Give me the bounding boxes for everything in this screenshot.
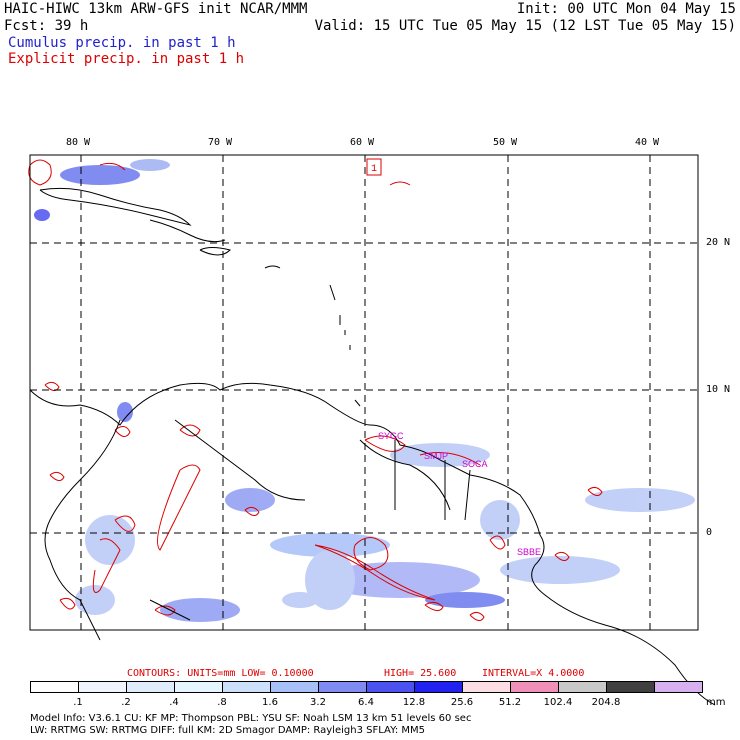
model-title: HAIC-HIWC 13km ARW-GFS init NCAR/MMM: [4, 1, 308, 17]
explicit-precip-contours: [28, 159, 603, 621]
colorbar-swatch: [30, 681, 79, 693]
colorbar-level-label: .1: [73, 697, 83, 708]
contours-interval: INTERVAL=X 4.0000: [482, 668, 585, 679]
contours-high: HIGH= 25.600: [384, 668, 457, 679]
station-label: SYGC: [378, 431, 404, 441]
lat-label: 10 N: [706, 384, 731, 395]
colorbar-swatch: [78, 681, 127, 693]
colorbar-level-label: 51.2: [498, 697, 522, 708]
map-frame: [29, 154, 699, 631]
lon-label: 70 W: [208, 137, 233, 148]
lon-label: 80 W: [66, 137, 91, 148]
colorbar-swatch: [174, 681, 223, 693]
colorbar-level-label: 3.2: [310, 697, 326, 708]
legend-explicit: Explicit precip. in past 1 h: [8, 51, 245, 67]
station-label: SMJP: [424, 451, 448, 461]
colorbar-level-label: 6.4: [358, 697, 374, 708]
coastlines: [29, 187, 716, 706]
lat-label: 20 N: [706, 237, 731, 248]
colorbar-level-label: .4: [169, 697, 179, 708]
colorbar-swatch: [318, 681, 367, 693]
lon-label: 60 W: [350, 137, 375, 148]
colorbar-unit: mm: [706, 697, 726, 708]
colorbar-swatch: [510, 681, 559, 693]
lon-label: 50 W: [493, 137, 518, 148]
lat-lon-grid: [30, 155, 698, 630]
station-label: SOCA: [462, 459, 488, 469]
colorbar-swatch: [414, 681, 463, 693]
colorbar-level-label: 102.4: [543, 697, 573, 708]
colorbar-swatch: [558, 681, 607, 693]
boxed-marker-label: 1: [371, 164, 377, 175]
contours-info: CONTOURS: UNITS=mm LOW= 0.10000: [127, 668, 314, 679]
lat-label: 0: [706, 527, 713, 538]
boxed-marker: [366, 158, 382, 176]
valid-time: Valid: 15 UTC Tue 05 May 15 (12 LST Tue …: [314, 18, 736, 34]
colorbar-swatch: [654, 681, 703, 693]
cumulus-precip-field: [34, 159, 695, 622]
colorbar-level-label: 204.8: [591, 697, 621, 708]
colorbar-swatch: [462, 681, 511, 693]
colorbar-level-label: .8: [217, 697, 227, 708]
forecast-hour: Fcst: 39 h: [4, 18, 89, 34]
colorbar-swatch: [366, 681, 415, 693]
lon-label: 40 W: [635, 137, 660, 148]
colorbar-swatch: [126, 681, 175, 693]
colorbar-level-label: 25.6: [450, 697, 474, 708]
colorbar-level-label: .2: [121, 697, 131, 708]
colorbar-swatch: [606, 681, 655, 693]
station-label: SBBE: [517, 547, 541, 557]
model-info-line2: LW: RRTMG SW: RRTMG DIFF: full KM: 2D Sm…: [30, 725, 426, 736]
colorbar-swatch: [270, 681, 319, 693]
model-info-line1: Model Info: V3.6.1 CU: KF MP: Thompson P…: [30, 713, 472, 724]
colorbar-level-label: 12.8: [402, 697, 426, 708]
init-time: Init: 00 UTC Mon 04 May 15: [516, 1, 736, 17]
legend-cumulus: Cumulus precip. in past 1 h: [8, 35, 236, 51]
colorbar-swatch: [222, 681, 271, 693]
colorbar-level-label: 1.6: [262, 697, 278, 708]
